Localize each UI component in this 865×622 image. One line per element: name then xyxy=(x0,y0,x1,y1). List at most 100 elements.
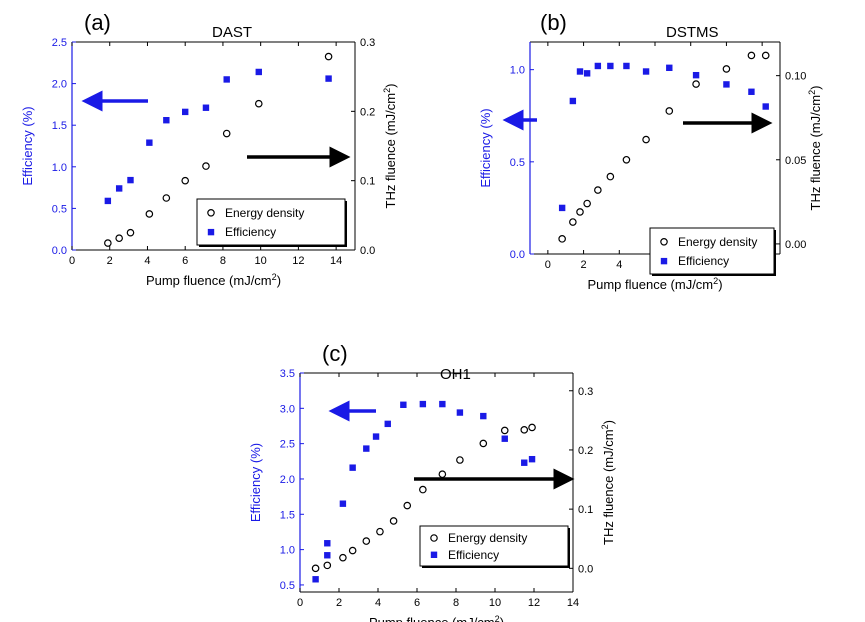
y-tick-label: 1.5 xyxy=(52,120,67,132)
legend-efficiency-label: Efficiency xyxy=(225,225,276,239)
energy-density-point xyxy=(528,423,536,432)
panel-label: (b) xyxy=(540,10,567,35)
y-tick-label: 2.0 xyxy=(280,474,295,486)
energy-density-point xyxy=(162,194,171,202)
legend-efficiency-label: Efficiency xyxy=(678,254,729,268)
legend-box xyxy=(419,525,569,567)
y2-tick-label: 0.05 xyxy=(785,155,806,167)
efficiency-point xyxy=(182,108,189,116)
energy-density-point xyxy=(202,162,210,170)
panel-title: DSTMS xyxy=(666,24,719,41)
legend: Energy density Efficiency xyxy=(419,525,570,568)
efficiency-point xyxy=(666,64,673,72)
y-tick-label: 2.5 xyxy=(280,439,295,451)
energy-density-point xyxy=(104,239,112,247)
energy-density-point xyxy=(665,107,674,115)
legend-efficiency-marker xyxy=(207,228,215,236)
energy-density-point xyxy=(500,426,509,435)
y-tick-label: 1.0 xyxy=(510,65,525,77)
energy-density-point xyxy=(722,65,731,73)
x-tick-label: 0 xyxy=(69,255,75,267)
legend: Energy density Efficiency xyxy=(649,227,776,276)
energy-density-point xyxy=(254,99,263,108)
y-tick-label: 1.5 xyxy=(280,509,295,521)
efficiency-point xyxy=(623,62,630,70)
y-tick-label: 1.0 xyxy=(280,545,295,557)
y-axis-title: Efficiency (%) xyxy=(248,443,263,522)
efficiency-point xyxy=(325,75,332,82)
efficiency-point xyxy=(723,81,730,88)
y2-tick-label: 0.0 xyxy=(578,563,593,575)
efficiency-point xyxy=(312,576,319,583)
legend-efficiency-label: Efficiency xyxy=(448,548,499,562)
y-tick-label: 0.5 xyxy=(52,203,67,215)
efficiency-point xyxy=(642,68,650,75)
x-axis-title: Pump fluence (mJ/cm2) xyxy=(369,614,504,622)
x-tick-label: 12 xyxy=(528,597,540,609)
x-tick-label: 12 xyxy=(292,255,304,267)
y-tick-label: 2.0 xyxy=(52,79,67,91)
efficiency-point xyxy=(339,500,347,507)
energy-density-point xyxy=(438,470,447,479)
energy-density-point xyxy=(419,485,427,494)
legend-energy-label: Energy density xyxy=(225,206,304,220)
y-axis-title: Efficiency (%) xyxy=(478,108,493,187)
y-tick-label: 0.0 xyxy=(52,245,67,257)
energy-density-point xyxy=(362,537,371,545)
x-tick-label: 6 xyxy=(182,255,188,267)
energy-density-point xyxy=(145,210,154,218)
efficiency-point xyxy=(372,433,380,440)
legend-energy-marker xyxy=(660,238,668,246)
efficiency-point xyxy=(104,197,112,205)
panel-title: DAST xyxy=(212,24,252,41)
efficiency-point xyxy=(202,104,210,111)
energy-density-point xyxy=(569,218,577,226)
legend-energy-label: Energy density xyxy=(678,235,757,249)
energy-density-point xyxy=(583,199,591,208)
y2-tick-label: 0.2 xyxy=(578,445,593,457)
x-tick-label: 6 xyxy=(414,597,420,609)
efficiency-point xyxy=(748,88,755,95)
energy-density-point xyxy=(558,235,566,243)
legend-energy-marker xyxy=(207,209,215,217)
efficiency-point xyxy=(363,445,370,452)
x-tick-label: 8 xyxy=(453,597,459,609)
energy-density-point xyxy=(403,501,412,510)
energy-density-point xyxy=(594,186,602,194)
panel-label: (c) xyxy=(322,341,348,366)
energy-density-point xyxy=(747,51,756,60)
legend-efficiency-marker xyxy=(660,257,668,265)
efficiency-point xyxy=(558,204,566,212)
legend-box xyxy=(649,227,775,275)
y2-tick-label: 0.10 xyxy=(785,71,806,83)
panel-title: OH1 xyxy=(440,366,471,383)
energy-density-point xyxy=(376,527,384,536)
y-tick-label: 3.5 xyxy=(280,368,295,380)
efficiency-point xyxy=(521,459,528,466)
efficiency-point xyxy=(115,185,123,192)
y2-tick-label: 0.1 xyxy=(578,504,593,516)
y2-tick-label: 0.3 xyxy=(578,386,593,398)
efficiency-point xyxy=(324,540,331,547)
energy-density-point xyxy=(389,517,398,525)
y2-tick-label: 0.00 xyxy=(785,239,806,251)
efficiency-point xyxy=(762,103,769,110)
efficiency-point xyxy=(146,139,153,146)
energy-density-point xyxy=(339,553,347,562)
energy-density-point xyxy=(479,439,488,448)
x-tick-label: 2 xyxy=(107,255,113,267)
x-tick-label: 2 xyxy=(581,259,587,271)
energy-density-point xyxy=(576,208,584,216)
efficiency-point xyxy=(583,70,591,77)
chart-panel-1: 0 2 4 6 8 10 12 14 0.0 0.5 1.0 1.5 2.0 2.5 0.0 0.1 0.2 0.… xyxy=(20,10,398,288)
efficiency-point xyxy=(439,400,446,408)
energy-density-point xyxy=(323,561,332,570)
efficiency-point xyxy=(400,401,407,408)
y2-axis-title: THz fluence (mJ/cm2) xyxy=(600,420,616,545)
energy-density-point xyxy=(761,51,770,60)
y-tick-label: 3.0 xyxy=(280,403,295,415)
x-axis-title: Pump fluence (mJ/cm2) xyxy=(146,272,281,288)
y2-tick-label: 0.2 xyxy=(360,106,375,118)
